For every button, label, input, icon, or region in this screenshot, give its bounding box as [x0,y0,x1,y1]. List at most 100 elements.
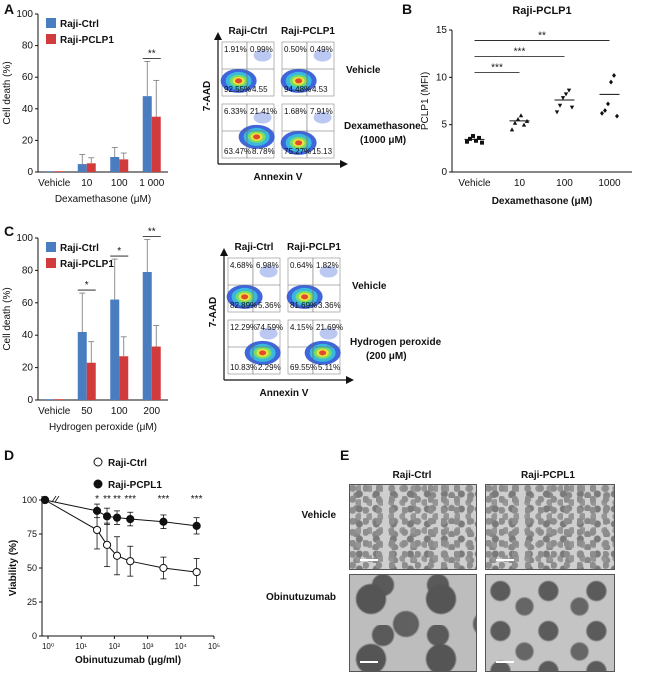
photo-row1-label: Vehicle [302,510,337,521]
y-tick-label: 100 [16,9,33,20]
significance-label: *** [514,47,526,58]
scale-bar [360,661,378,663]
data-point [518,113,524,118]
bar [54,171,64,172]
x-tick-label: 10⁵ [208,642,220,651]
data-point [40,495,50,505]
data-point [159,563,168,573]
flow-density [319,327,338,340]
micrograph-ctrl-obinutuzumab [349,574,477,672]
significance-label: ** [148,227,156,238]
axis-break [51,495,57,503]
flow-x-label: Annexin V [254,172,303,183]
y-tick-label: 0 [441,167,447,178]
data-point [563,92,569,97]
data-point [560,96,566,101]
quadrant-value: 1.68% [284,107,307,116]
quadrant-value: 0.50% [284,45,307,54]
chart-title: Raji-PCLP1 [512,5,571,17]
quadrant-value: 0.49% [310,45,333,54]
x-tick-label: Vehicle [38,178,71,189]
flow-row2-sublabel: (1000 μM) [360,135,406,146]
y-axis-label: Viability (%) [8,540,19,597]
flow-density [313,49,332,62]
significance-label: *** [191,494,203,505]
flow-y-label: 7-AAD [208,297,219,328]
x-tick-label: 10³ [142,642,154,651]
x-tick-label: 200 [143,406,160,417]
bar [86,163,96,172]
legend-swatch [46,34,56,44]
y-axis-label: PCLP1 (MFI) [420,72,431,130]
quadrant-value: 4.68% [230,261,253,270]
flow-col1-label: Raji-Ctrl [235,242,274,253]
flow-density [295,140,303,146]
flow-y-label: 7-AAD [202,81,213,112]
data-point [471,134,475,139]
x-tick-label: 100 [111,406,128,417]
quadrant-value: 75.27% [284,147,311,156]
y-tick-label: 0 [32,631,37,641]
data-point [554,110,560,115]
bar [119,356,129,400]
photo-row2-label: Obinutuzumab [266,592,336,603]
data-point [612,73,616,78]
bar [110,156,120,172]
x-tick-label: 10² [109,642,121,651]
significance-label: *** [158,494,170,505]
legend-label: Raji-PCLP1 [60,35,114,46]
quadrant-value: 7.91% [310,107,333,116]
quadrant-value: 2.29% [258,363,281,372]
quadrant-value: 10.83% [230,363,257,372]
data-point [557,103,563,108]
legend-label: Raji-Ctrl [60,243,99,254]
data-point [477,135,481,140]
y-tick-label: 50 [27,563,37,573]
x-tick-label: 10 [514,178,526,189]
quadrant-value: 21.41% [250,107,277,116]
flow-density [319,350,327,356]
significance-label: *** [124,494,136,505]
quadrant-value: 8.78% [252,147,275,156]
legend-label: Raji-Ctrl [108,458,147,469]
data-point [600,110,604,116]
y-tick-label: 60 [22,298,34,309]
bar [110,299,120,400]
x-tick-label: 100 [111,178,128,189]
quadrant-value: 74.59% [256,323,283,332]
x-tick-label: 10¹ [75,642,87,651]
legend-label: Raji-PCPL1 [108,480,162,491]
chart-a: A 0 20 40 60 80 100 Vehicle 10 100 1 000 ** Cell de… [2,1,168,205]
data-point [159,517,168,526]
quadrant-value: 3.36% [318,301,341,310]
data-point [192,521,201,530]
significance-label: ** [538,30,546,41]
legend-swatch [46,258,56,268]
flow-density [235,78,243,84]
x-axis-label: Dexamethasone (μM) [492,196,593,207]
flow-density [253,49,272,62]
flow-x-label: Annexin V [260,388,309,399]
flow-density [295,78,303,84]
significance-label: *** [491,63,503,74]
quadrant-value: 1.82% [316,261,339,270]
significance-label: * [85,280,89,291]
photo-col1-label: Raji-Ctrl [393,470,432,481]
bar [77,331,87,400]
data-point [480,140,484,145]
flow-col2-label: Raji-PCLP1 [281,26,335,37]
bar [45,171,55,172]
y-tick-label: 40 [22,104,34,115]
bar [45,399,55,400]
y-tick-label: 5 [441,120,447,131]
flow-row2-label: Dexamethasone [344,121,421,132]
x-tick-label: 10 [81,178,93,189]
y-tick-label: 40 [22,330,34,341]
y-tick-label: 20 [22,135,34,146]
data-point [102,540,112,549]
data-point [126,557,135,566]
quadrant-value: 1.91% [224,45,247,54]
scale-bar [496,559,514,561]
flow-x-arrow [340,160,348,168]
scale-bar [360,559,378,561]
